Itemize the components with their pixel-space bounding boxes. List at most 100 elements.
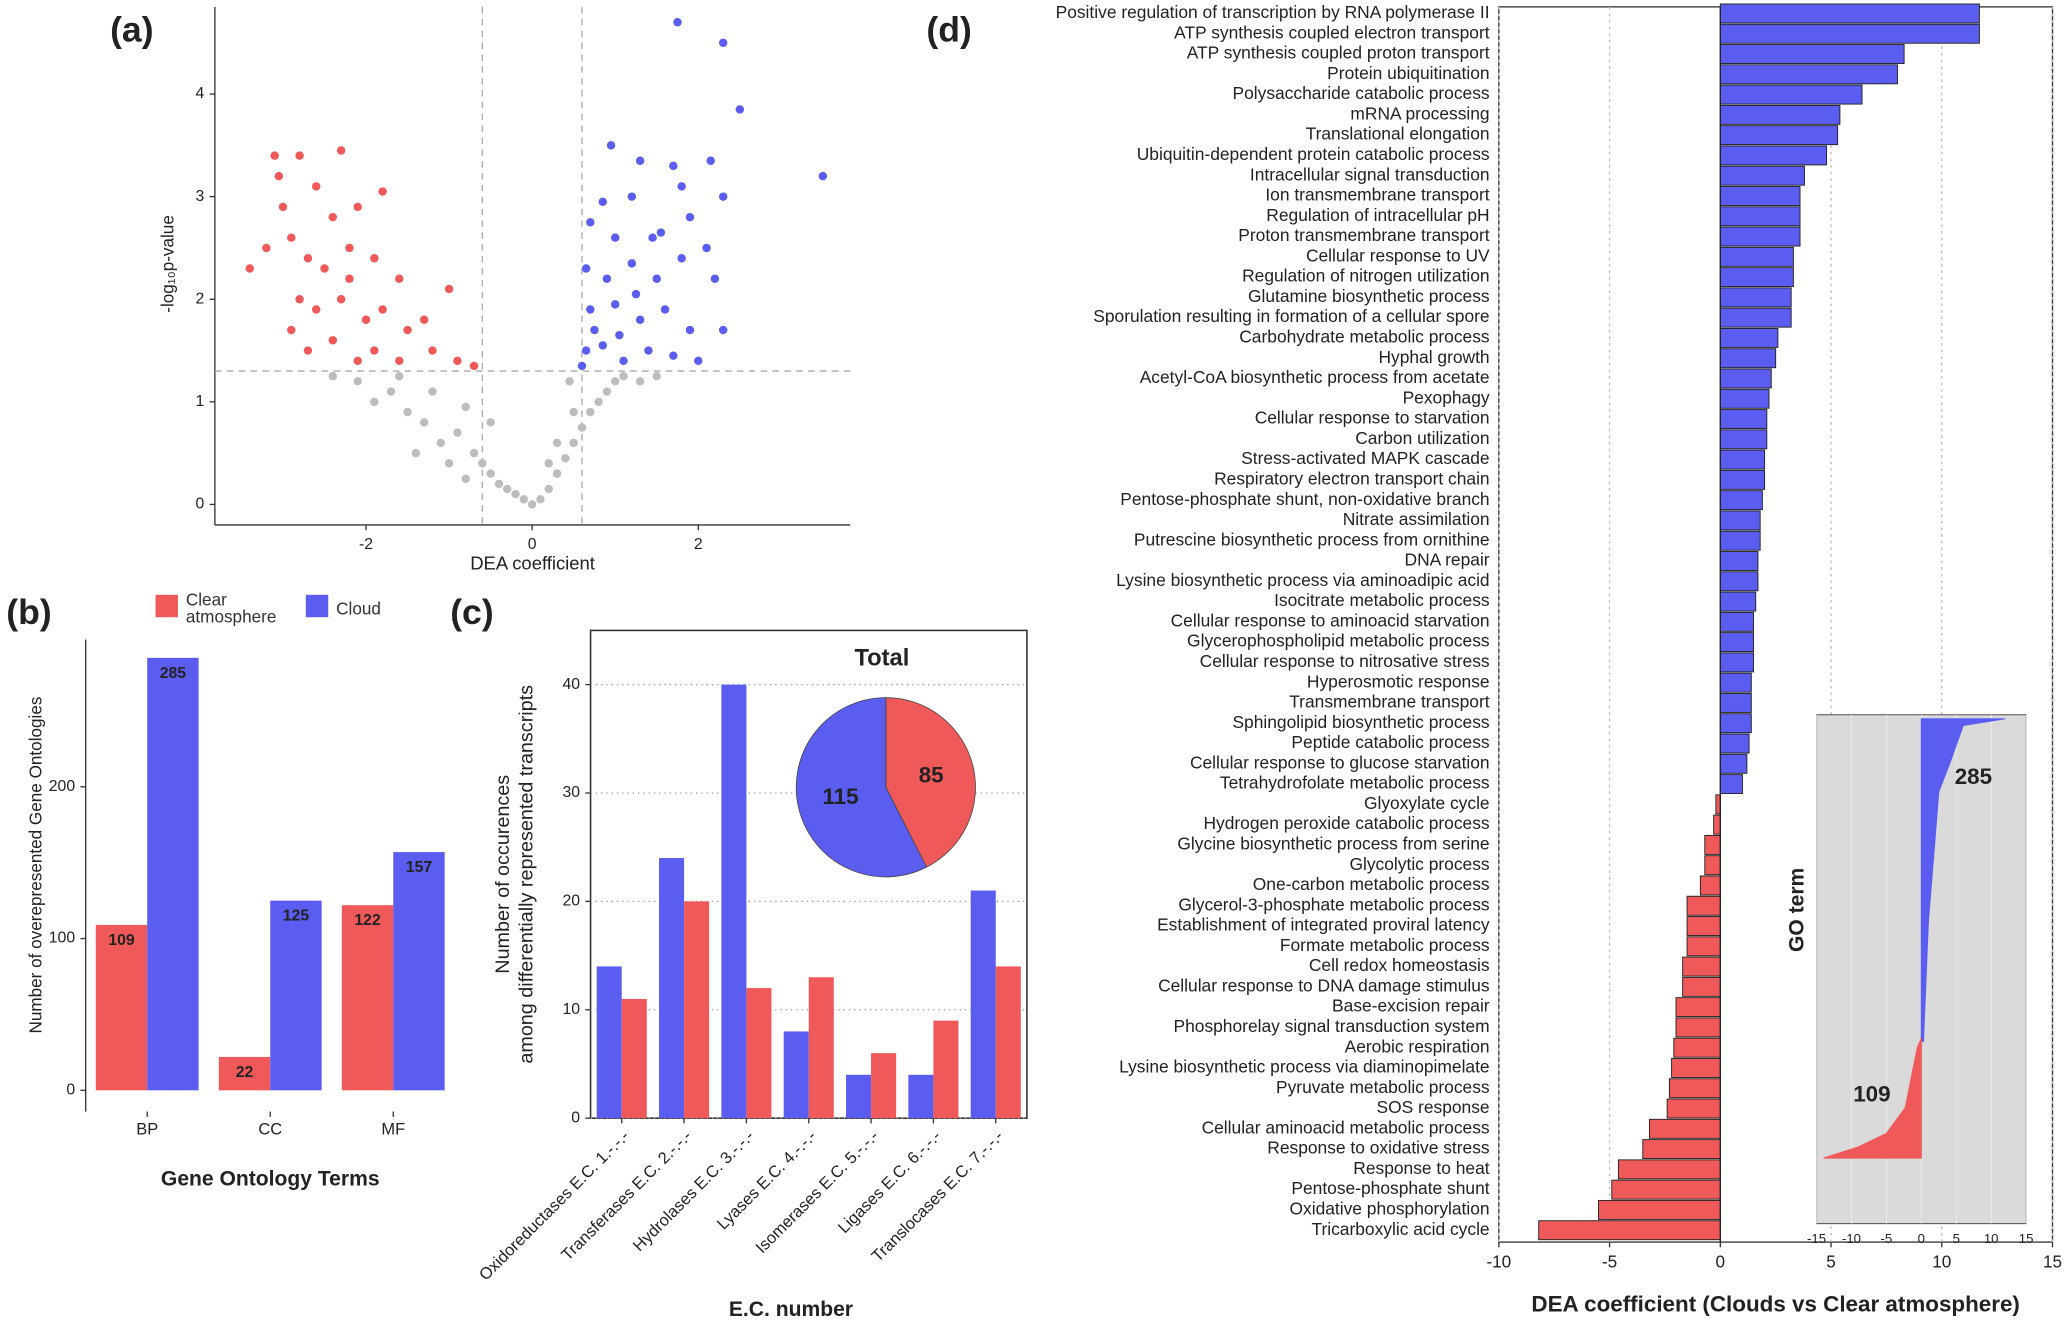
point [386,387,396,396]
x-tick-label: Translocases E.C. 7.-.-.- [868,1127,1006,1265]
bar [1719,510,1761,531]
bar [1719,165,1805,186]
point [631,289,641,299]
bar [1642,1139,1721,1160]
category-label: Cellular response to UV [1306,245,1490,265]
bar [1668,1078,1721,1099]
x-tick-label: Hydrolases E.C. 3.-.-.- [630,1127,758,1255]
category-label: Intracellular signal transduction [1250,164,1490,184]
x-tick-label: -10 [1486,1252,1511,1272]
area [1823,1037,1922,1159]
bar [1617,1159,1721,1180]
point [552,469,562,478]
point [652,371,661,381]
point [403,325,412,335]
legend-entry: Clear atmosphere [186,591,277,625]
x-tick-label: Isomerases E.C. 5.-.-.- [752,1127,882,1257]
bar [1719,388,1770,409]
category-label: Sporulation resulting in formation of a … [1093,306,1489,326]
x-tick-label: 0 [1918,1231,1925,1246]
category-label: Peptide catabolic process [1291,732,1489,752]
point [328,371,338,381]
category-label: Cellular response to starvation [1255,408,1490,428]
category-label: Putrescine biosynthetic process from orn… [1134,529,1490,549]
point [615,330,624,340]
point [581,264,591,273]
point [718,192,728,201]
bar [933,1020,959,1119]
point [278,202,288,212]
bar [970,890,996,1119]
point [685,212,695,222]
x-tick-label: -10 [1842,1231,1861,1246]
category-label: SOS response [1377,1097,1490,1117]
point [274,171,284,181]
panel-label: (d) [926,9,971,49]
bar [1719,530,1761,551]
x-tick-label: -5 [1881,1231,1893,1246]
point [262,243,271,253]
bar [1719,3,1980,24]
bar [1719,652,1754,673]
x-tick-label: 15 [2043,1252,2062,1272]
pie-slice [885,697,976,868]
bar-label: 22 [236,1064,254,1081]
point [710,274,720,283]
point [519,495,529,504]
category-label: Carbohydrate metabolic process [1239,327,1490,347]
legend-swatch [305,594,329,618]
point [635,156,645,165]
y-axis-label: -log₁₀p-value [157,215,177,313]
category-label: ATP synthesis coupled proton transport [1187,43,1490,63]
category-label: Oxidative phosphorylation [1289,1199,1489,1219]
point [270,151,279,160]
panel-label: (b) [6,592,51,632]
category-label: Cellular response to nitrosative stress [1200,651,1490,671]
point [511,489,520,499]
point [586,305,595,314]
panel-label: (c) [450,592,493,632]
bar [1719,551,1759,571]
y-axis-label: Number of occurences [492,775,514,974]
bar [684,901,710,1119]
category-label: Glycine biosynthetic process from serine [1177,834,1489,854]
point [295,151,304,160]
y-tick-label: 40 [562,676,580,693]
bar [1682,976,1721,997]
point [586,407,595,417]
point [577,423,587,432]
category-label: Phosphorelay signal transduction system [1174,1016,1490,1036]
category-label: Lysine biosynthetic process via diaminop… [1119,1057,1490,1077]
point [503,484,512,494]
point [287,325,296,335]
bar [1719,733,1750,754]
bar [1719,145,1828,166]
point [378,187,387,196]
category-label: Protein ubiquitination [1327,63,1489,83]
bar [1713,814,1721,835]
category-label: Proton transmembrane transport [1238,225,1489,245]
category-label: Cell redox homeostasis [1309,955,1490,975]
bar [1675,1017,1721,1038]
bar [1719,267,1794,288]
point [644,346,653,355]
point [328,336,338,345]
category-label: Hydrogen peroxide catabolic process [1203,813,1489,833]
point [303,254,313,263]
x-axis-label: DEA coefficient [470,552,595,573]
category-label: Establishment of integrated proviral lat… [1157,915,1490,935]
category-label: Stress-activated MAPK cascade [1241,448,1489,468]
point [320,264,329,273]
point [370,346,379,355]
category-label: Aerobic respiration [1345,1036,1490,1056]
x-tick-label: 5 [1953,1231,1960,1246]
category-label: Glyoxylate cycle [1364,793,1490,813]
y-tick-label: 0 [571,1109,580,1126]
category-label: Polysaccharide catabolic process [1232,83,1489,103]
category-label: Glycerophospholipid metabolic process [1187,631,1490,651]
category-label: Pyruvate metabolic process [1276,1077,1490,1097]
point [461,474,470,484]
y-tick-label: 100 [49,930,76,947]
point [677,182,686,191]
bar [1719,125,1839,146]
